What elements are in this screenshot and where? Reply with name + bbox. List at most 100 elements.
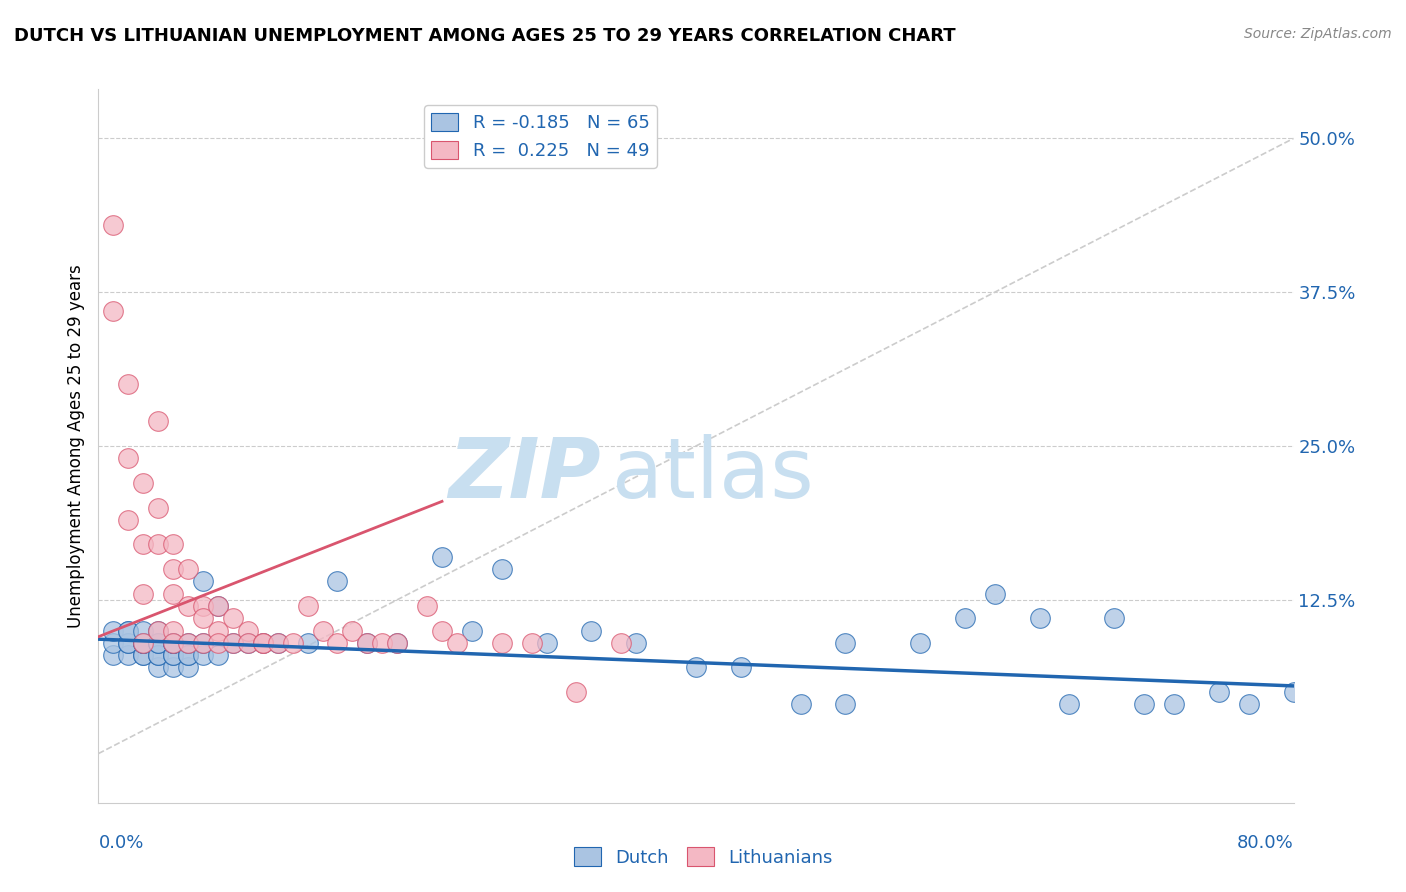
Point	[491, 562, 513, 576]
Point	[491, 636, 513, 650]
Point	[207, 636, 229, 650]
Point	[162, 537, 184, 551]
Point	[267, 636, 290, 650]
Point	[148, 414, 170, 428]
Point	[1237, 698, 1260, 712]
Point	[117, 624, 139, 638]
Point	[177, 648, 200, 662]
Text: 0.0%: 0.0%	[98, 834, 143, 852]
Point	[1104, 611, 1126, 625]
Point	[908, 636, 931, 650]
Point	[132, 636, 155, 650]
Point	[177, 599, 200, 613]
Point	[953, 611, 976, 625]
Point	[1163, 698, 1185, 712]
Point	[297, 636, 319, 650]
Point	[162, 648, 184, 662]
Point	[356, 636, 378, 650]
Point	[446, 636, 468, 650]
Point	[148, 636, 170, 650]
Point	[385, 636, 409, 650]
Point	[117, 624, 139, 638]
Point	[132, 636, 155, 650]
Point	[326, 574, 349, 589]
Point	[624, 636, 647, 650]
Point	[536, 636, 558, 650]
Point	[117, 513, 139, 527]
Point	[191, 648, 214, 662]
Point	[385, 636, 409, 650]
Point	[430, 549, 453, 564]
Point	[177, 636, 200, 650]
Point	[565, 685, 588, 699]
Point	[148, 648, 170, 662]
Point	[236, 636, 259, 650]
Y-axis label: Unemployment Among Ages 25 to 29 years: Unemployment Among Ages 25 to 29 years	[66, 264, 84, 628]
Point	[162, 562, 184, 576]
Point	[730, 660, 752, 674]
Point	[148, 624, 170, 638]
Text: ZIP: ZIP	[447, 434, 600, 515]
Point	[191, 636, 214, 650]
Point	[117, 636, 139, 650]
Point	[326, 636, 349, 650]
Point	[162, 636, 184, 650]
Point	[132, 587, 155, 601]
Point	[191, 636, 214, 650]
Point	[461, 624, 484, 638]
Point	[834, 698, 856, 712]
Point	[1208, 685, 1230, 699]
Point	[236, 636, 259, 650]
Point	[162, 587, 184, 601]
Point	[117, 451, 139, 466]
Point	[1028, 611, 1050, 625]
Point	[311, 624, 333, 638]
Point	[162, 636, 184, 650]
Point	[103, 624, 125, 638]
Point	[1282, 685, 1305, 699]
Point	[132, 636, 155, 650]
Point	[281, 636, 304, 650]
Point	[222, 611, 245, 625]
Point	[103, 218, 125, 232]
Point	[162, 624, 184, 638]
Point	[222, 636, 245, 650]
Point	[207, 648, 229, 662]
Text: DUTCH VS LITHUANIAN UNEMPLOYMENT AMONG AGES 25 TO 29 YEARS CORRELATION CHART: DUTCH VS LITHUANIAN UNEMPLOYMENT AMONG A…	[14, 27, 956, 45]
Point	[148, 500, 170, 515]
Point	[371, 636, 394, 650]
Point	[207, 624, 229, 638]
Point	[356, 636, 378, 650]
Point	[222, 636, 245, 650]
Point	[207, 599, 229, 613]
Legend: R = -0.185   N = 65, R =  0.225   N = 49: R = -0.185 N = 65, R = 0.225 N = 49	[425, 105, 657, 168]
Point	[685, 660, 707, 674]
Point	[789, 698, 811, 712]
Point	[148, 624, 170, 638]
Point	[252, 636, 274, 650]
Point	[132, 537, 155, 551]
Point	[177, 562, 200, 576]
Point	[117, 377, 139, 392]
Point	[191, 599, 214, 613]
Text: atlas: atlas	[612, 434, 814, 515]
Point	[252, 636, 274, 650]
Point	[132, 624, 155, 638]
Text: 80.0%: 80.0%	[1237, 834, 1294, 852]
Point	[117, 636, 139, 650]
Point	[236, 624, 259, 638]
Point	[103, 636, 125, 650]
Point	[297, 599, 319, 613]
Point	[1059, 698, 1081, 712]
Point	[581, 624, 603, 638]
Point	[520, 636, 543, 650]
Point	[177, 636, 200, 650]
Point	[132, 648, 155, 662]
Point	[162, 660, 184, 674]
Point	[148, 636, 170, 650]
Legend: Dutch, Lithuanians: Dutch, Lithuanians	[567, 840, 839, 874]
Point	[177, 648, 200, 662]
Point	[430, 624, 453, 638]
Point	[342, 624, 364, 638]
Point	[132, 636, 155, 650]
